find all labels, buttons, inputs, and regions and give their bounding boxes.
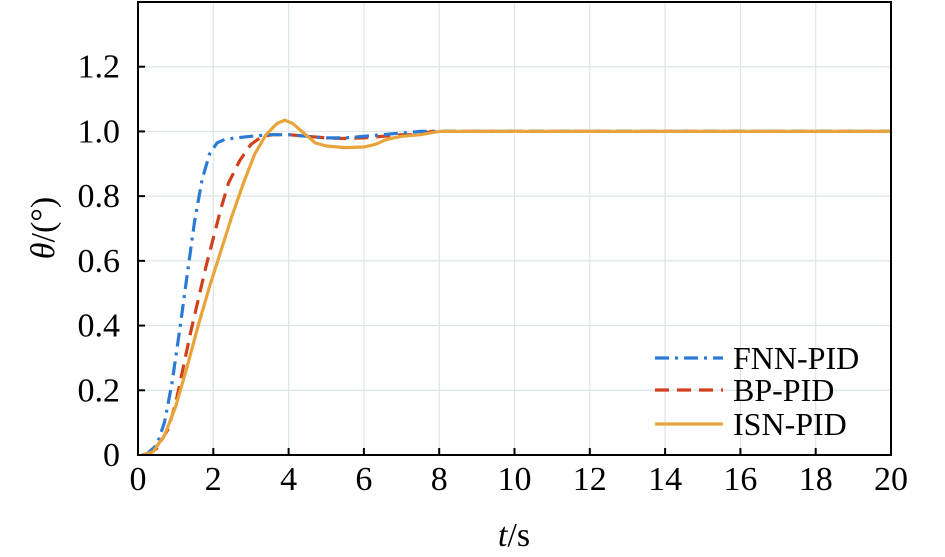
- x-tick-label: 2: [205, 461, 222, 498]
- y-tick-label: 1.2: [78, 49, 121, 86]
- series-line-fnn-pid: [144, 129, 891, 455]
- legend-label-bp-pid: BP-PID: [733, 372, 834, 408]
- x-tick-label: 4: [280, 461, 297, 498]
- x-axis-label: t/s: [498, 517, 530, 554]
- x-tick-label: 6: [355, 461, 372, 498]
- x-tick-label: 0: [130, 461, 147, 498]
- x-tick-label: 20: [874, 461, 908, 498]
- legend-label-fnn-pid: FNN-PID: [733, 340, 859, 376]
- x-tick-label: 14: [648, 461, 682, 498]
- y-axis-var: θ: [25, 242, 62, 259]
- y-axis-label: θ/(°): [25, 197, 62, 259]
- x-axis-var: t: [498, 517, 509, 554]
- x-tick-label: 18: [799, 461, 833, 498]
- y-tick-label: 0.2: [78, 372, 121, 409]
- x-tick-label: 10: [498, 461, 532, 498]
- series-lines: [141, 118, 891, 455]
- y-tick-labels: 0 0.2 0.4 0.6 0.8 1.0 1.2: [78, 49, 121, 474]
- y-tick-label: 1.0: [78, 113, 121, 150]
- x-tick-label: 8: [431, 461, 448, 498]
- x-tick-label: 16: [723, 461, 757, 498]
- x-axis-unit: /s: [507, 517, 530, 554]
- y-tick-label: 0.8: [78, 178, 121, 215]
- y-axis-unit: /(°): [25, 197, 62, 243]
- x-tick-labels: 0 2 4 6 8 10 12 14 16 18 20: [130, 461, 909, 498]
- tick-marks: [137, 65, 892, 456]
- x-tick-label: 12: [573, 461, 607, 498]
- y-tick-label: 0.4: [78, 308, 121, 345]
- y-tick-label: 0.6: [78, 243, 121, 280]
- series-line-isn-pid: [141, 118, 891, 455]
- series-line-bp-pid: [144, 129, 891, 455]
- y-tick-label: 0: [103, 437, 120, 474]
- legend-label-isn-pid: ISN-PID: [733, 406, 847, 442]
